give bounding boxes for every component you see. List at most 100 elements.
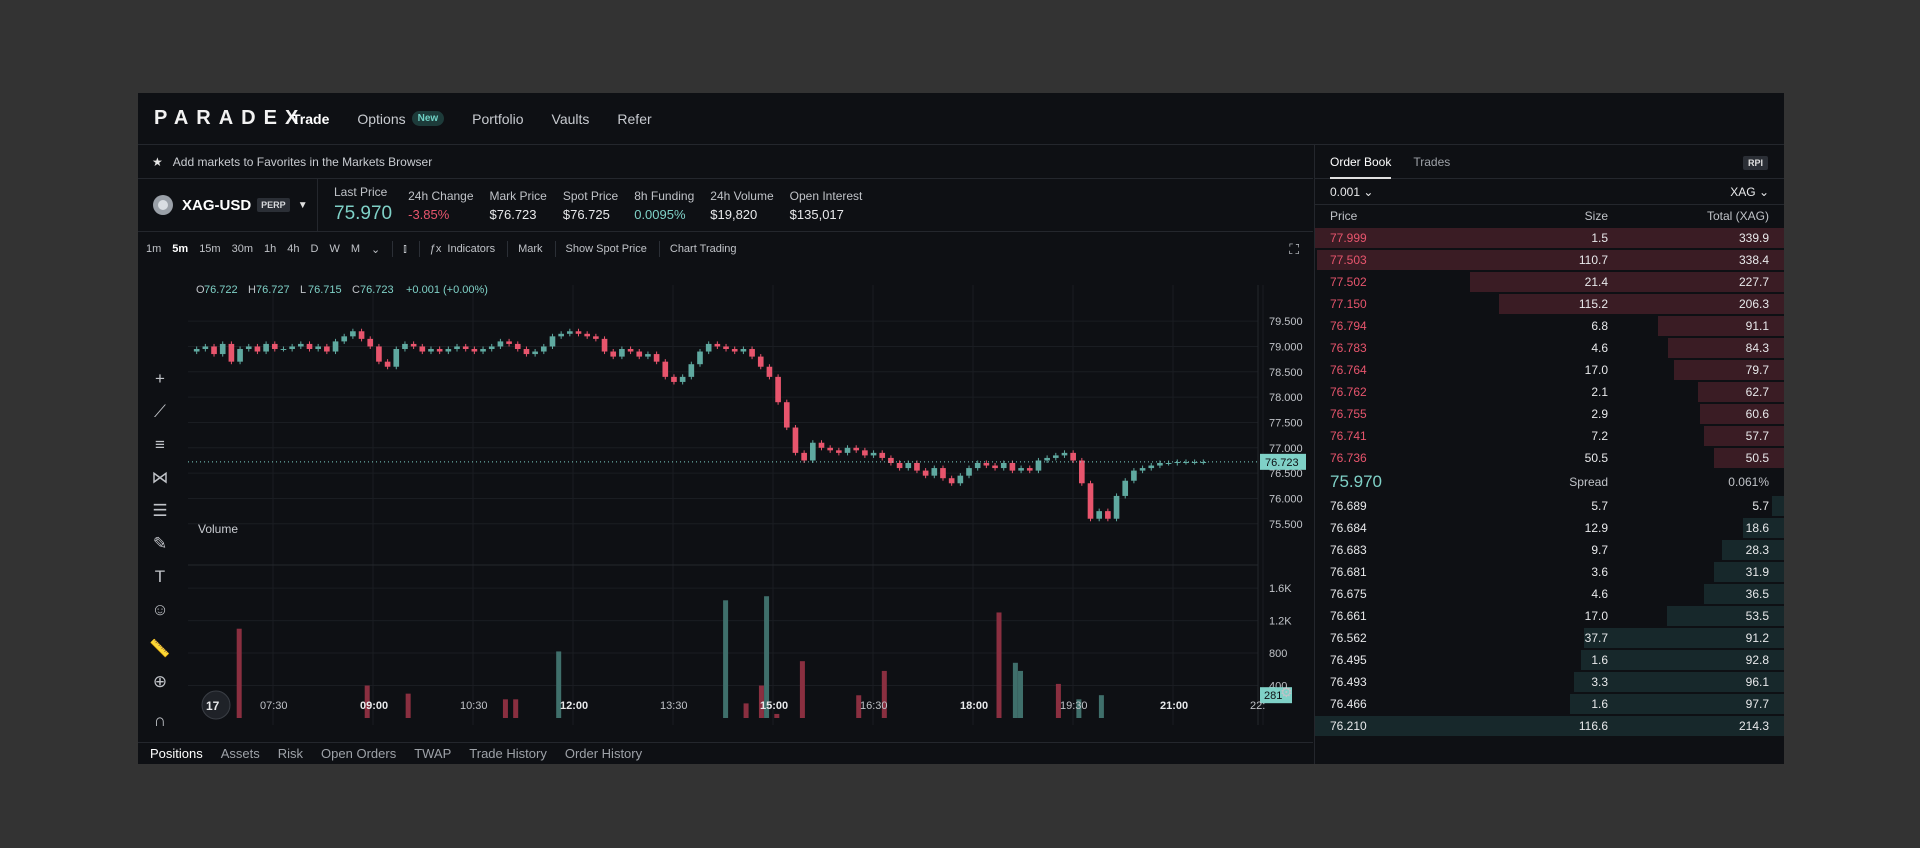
candle-body [384, 361, 391, 367]
ask-row[interactable]: 76.755 2.9 60.6 [1315, 403, 1784, 425]
candle-body [567, 331, 573, 334]
tab-twap[interactable]: TWAP [414, 746, 452, 761]
stat-funding: 8h Funding 0.0095% [634, 189, 694, 222]
measure-lines-icon[interactable]: ☰ [152, 501, 168, 520]
tab-assets[interactable]: Assets [220, 746, 260, 761]
magnet-icon[interactable]: ∩ [153, 711, 167, 730]
candle-body [931, 468, 938, 476]
favorites-bar[interactable]: ★ Add markets to Favorites in the Markets… [138, 145, 1313, 179]
candle-body [306, 343, 313, 349]
fullscreen-icon[interactable]: ⛶ [1289, 241, 1299, 257]
timeframe-30m[interactable]: 30m [231, 243, 253, 255]
row-price: 77.503 [1330, 253, 1367, 267]
crosshair-icon[interactable]: + [155, 369, 165, 388]
show-spot-price-button[interactable]: Show Spot Price [565, 243, 647, 255]
ask-row[interactable]: 76.736 50.5 50.5 [1315, 447, 1784, 469]
paradex-logo[interactable]: PARADEX [154, 107, 307, 129]
timeframe-5m[interactable]: 5m [172, 243, 189, 255]
row-total: 206.3 [1738, 297, 1769, 311]
bid-row[interactable]: 76.495 1.6 92.8 [1315, 649, 1784, 671]
chevron-down-icon: ⌄ [1758, 184, 1769, 199]
tab-trades[interactable]: Trades [1413, 154, 1451, 169]
bid-row[interactable]: 76.681 3.6 31.9 [1315, 561, 1784, 583]
tab-open-orders[interactable]: Open Orders [321, 746, 397, 761]
bid-row[interactable]: 76.689 5.7 5.7 [1315, 495, 1784, 517]
nav-options[interactable]: Options New [357, 110, 445, 127]
volume-bar [764, 596, 770, 718]
candle-body [896, 463, 903, 469]
bid-row[interactable]: 76.210 116.6 214.3 [1315, 715, 1784, 737]
indicators-button[interactable]: Indicators [447, 243, 496, 255]
market-selector[interactable]: XAG-USD PERP ▼ [138, 179, 318, 231]
horizontal-lines-icon[interactable]: ≡ [155, 435, 165, 454]
bid-row[interactable]: 76.466 1.6 97.7 [1315, 693, 1784, 715]
settings-gear-icon[interactable]: ⚙ [1280, 685, 1293, 701]
tab-risk[interactable]: Risk [277, 746, 304, 761]
indicators-icon[interactable]: ƒx [429, 243, 442, 255]
trendline-icon[interactable]: ⟋ [154, 402, 166, 421]
favorites-hint: Add markets to Favorites in the Markets … [172, 154, 433, 169]
tick-size-select[interactable]: 0.001 ⌄ [1330, 185, 1373, 199]
timeframe-1h[interactable]: 1h [264, 243, 277, 255]
nav-options-label: Options [357, 110, 406, 127]
bid-row[interactable]: 76.661 17.0 53.5 [1315, 605, 1784, 627]
ask-row[interactable]: 76.762 2.1 62.7 [1315, 381, 1784, 403]
bid-row[interactable]: 76.675 4.6 36.5 [1315, 583, 1784, 605]
tab-order-book[interactable]: Order Book [1330, 145, 1392, 179]
ohlc-key: O [196, 284, 205, 296]
price-chart[interactable]: 79.500 79.000 78.500 78.000 77.500 77.000 76.5… [138, 145, 1313, 742]
ask-row[interactable]: 77.150 115.2 206.3 [1315, 293, 1784, 315]
timeframe-4h[interactable]: 4h [287, 243, 300, 255]
timeframe-1m[interactable]: 1m [146, 243, 162, 255]
stat-value: $19,820 [710, 206, 758, 222]
timeframe-15m[interactable]: 15m [199, 243, 221, 255]
time-tick-label: 16:30 [860, 700, 888, 712]
tab-positions[interactable]: Positions [150, 746, 203, 761]
ask-row[interactable]: 76.764 17.0 79.7 [1315, 359, 1784, 381]
zoom-in-icon[interactable]: ⊕ [152, 672, 168, 691]
nav-portfolio[interactable]: Portfolio [472, 111, 523, 127]
bid-row[interactable]: 76.684 12.9 18.6 [1315, 517, 1784, 539]
tab-order-history[interactable]: Order History [564, 746, 643, 761]
pattern-icon[interactable]: ⋈ [151, 468, 169, 487]
candle-body [818, 442, 825, 448]
ask-row[interactable]: 76.783 4.6 84.3 [1315, 337, 1784, 359]
unit-select[interactable]: XAG ⌄ [1730, 185, 1769, 199]
brush-icon[interactable]: ✎ [152, 534, 168, 553]
nav-vaults[interactable]: Vaults [552, 111, 590, 127]
candle-body [749, 349, 755, 357]
candle-body [905, 463, 912, 469]
ask-row[interactable]: 76.794 6.8 91.1 [1315, 315, 1784, 337]
chart-trading-button[interactable]: Chart Trading [669, 243, 737, 255]
ask-depth-bar [1700, 404, 1784, 424]
timeframe-dropdown-icon[interactable]: ⌄ [371, 243, 381, 256]
candle-body [324, 346, 330, 352]
mark-button[interactable]: Mark [518, 243, 543, 255]
candle-body [1061, 452, 1068, 456]
ask-row[interactable]: 77.502 21.4 227.7 [1315, 271, 1784, 293]
bid-row[interactable]: 76.493 3.3 96.1 [1315, 671, 1784, 693]
candle-body [1139, 468, 1146, 471]
row-total: 79.7 [1745, 363, 1769, 377]
main-nav: Trade Options New Portfolio Vaults Refer [292, 111, 680, 127]
ask-row[interactable]: 77.999 1.5 339.9 [1315, 227, 1784, 249]
row-price: 76.675 [1330, 587, 1367, 601]
bid-row[interactable]: 76.683 9.7 28.3 [1315, 539, 1784, 561]
timeframe-m[interactable]: M [350, 243, 361, 255]
stat-label: 8h Funding [634, 188, 695, 203]
ask-row[interactable]: 77.503 110.7 338.4 [1315, 249, 1784, 271]
nav-trade[interactable]: Trade [292, 111, 329, 127]
candle-type-icon[interactable]: ⫾ [403, 242, 407, 255]
ask-row[interactable]: 76.741 7.2 57.7 [1315, 425, 1784, 447]
rpi-badge[interactable]: RPI [1742, 156, 1768, 170]
bid-row[interactable]: 76.562 37.7 91.2 [1315, 627, 1784, 649]
text-icon[interactable]: T [154, 567, 166, 586]
nav-refer[interactable]: Refer [617, 111, 651, 127]
emoji-icon[interactable]: ☺ [151, 600, 169, 619]
timeframe-d[interactable]: D [310, 243, 319, 255]
ruler-icon[interactable]: 📏 [149, 639, 171, 658]
timeframe-w[interactable]: W [329, 243, 340, 255]
asks-list: 77.999 1.5 339.9 77.503 110.7 338.4 77.502 21.4… [1315, 227, 1784, 469]
candle-body [1148, 465, 1155, 469]
tab-trade-history[interactable]: Trade History [469, 746, 547, 761]
